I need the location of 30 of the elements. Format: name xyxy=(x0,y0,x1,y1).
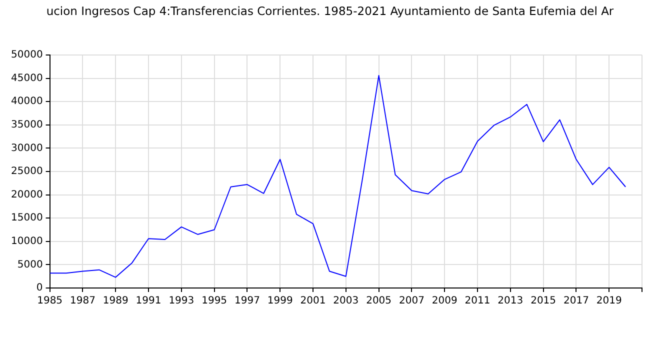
x-tick-label: 2005 xyxy=(366,296,392,307)
y-tick-label: 25000 xyxy=(11,166,43,178)
x-tick-label: 2017 xyxy=(563,296,589,307)
x-tick-label: 1985 xyxy=(37,296,63,307)
x-tick-label: 1997 xyxy=(234,296,260,307)
x-tick-label: 1987 xyxy=(70,296,96,307)
x-tick-label: 1995 xyxy=(202,296,228,307)
y-tick-label: 50000 xyxy=(11,50,43,61)
y-tick-label: 20000 xyxy=(11,189,43,200)
chart-title: ucion Ingresos Cap 4:Transferencias Corrientes. 1985-2021 Ayuntamiento de Santa Eufemia del Ar xyxy=(45,4,615,18)
y-tick-label: 45000 xyxy=(11,72,43,84)
y-tick-label: 0 xyxy=(36,282,43,294)
x-tick-label: 2011 xyxy=(464,296,490,307)
x-tick-label: 2015 xyxy=(530,296,556,307)
y-tick-label: 15000 xyxy=(11,212,43,224)
y-tick-label: 30000 xyxy=(11,142,43,154)
x-tick-label: 2001 xyxy=(300,296,326,307)
x-tick-label: 2009 xyxy=(432,296,458,307)
x-tick-label: 1989 xyxy=(102,296,128,307)
y-tick-label: 5000 xyxy=(17,259,43,270)
x-tick-label: 1991 xyxy=(136,296,162,307)
x-tick-label: 2019 xyxy=(596,296,622,307)
y-tick-label: 40000 xyxy=(11,96,43,108)
y-tick-label: 10000 xyxy=(11,236,43,247)
x-tick-label: 2013 xyxy=(498,296,524,307)
x-tick-label: 1999 xyxy=(267,296,293,307)
x-tick-label: 2003 xyxy=(333,296,359,307)
y-tick-label: 35000 xyxy=(11,119,43,130)
x-tick-label: 1993 xyxy=(168,296,194,307)
x-tick-label: 2007 xyxy=(398,296,424,307)
